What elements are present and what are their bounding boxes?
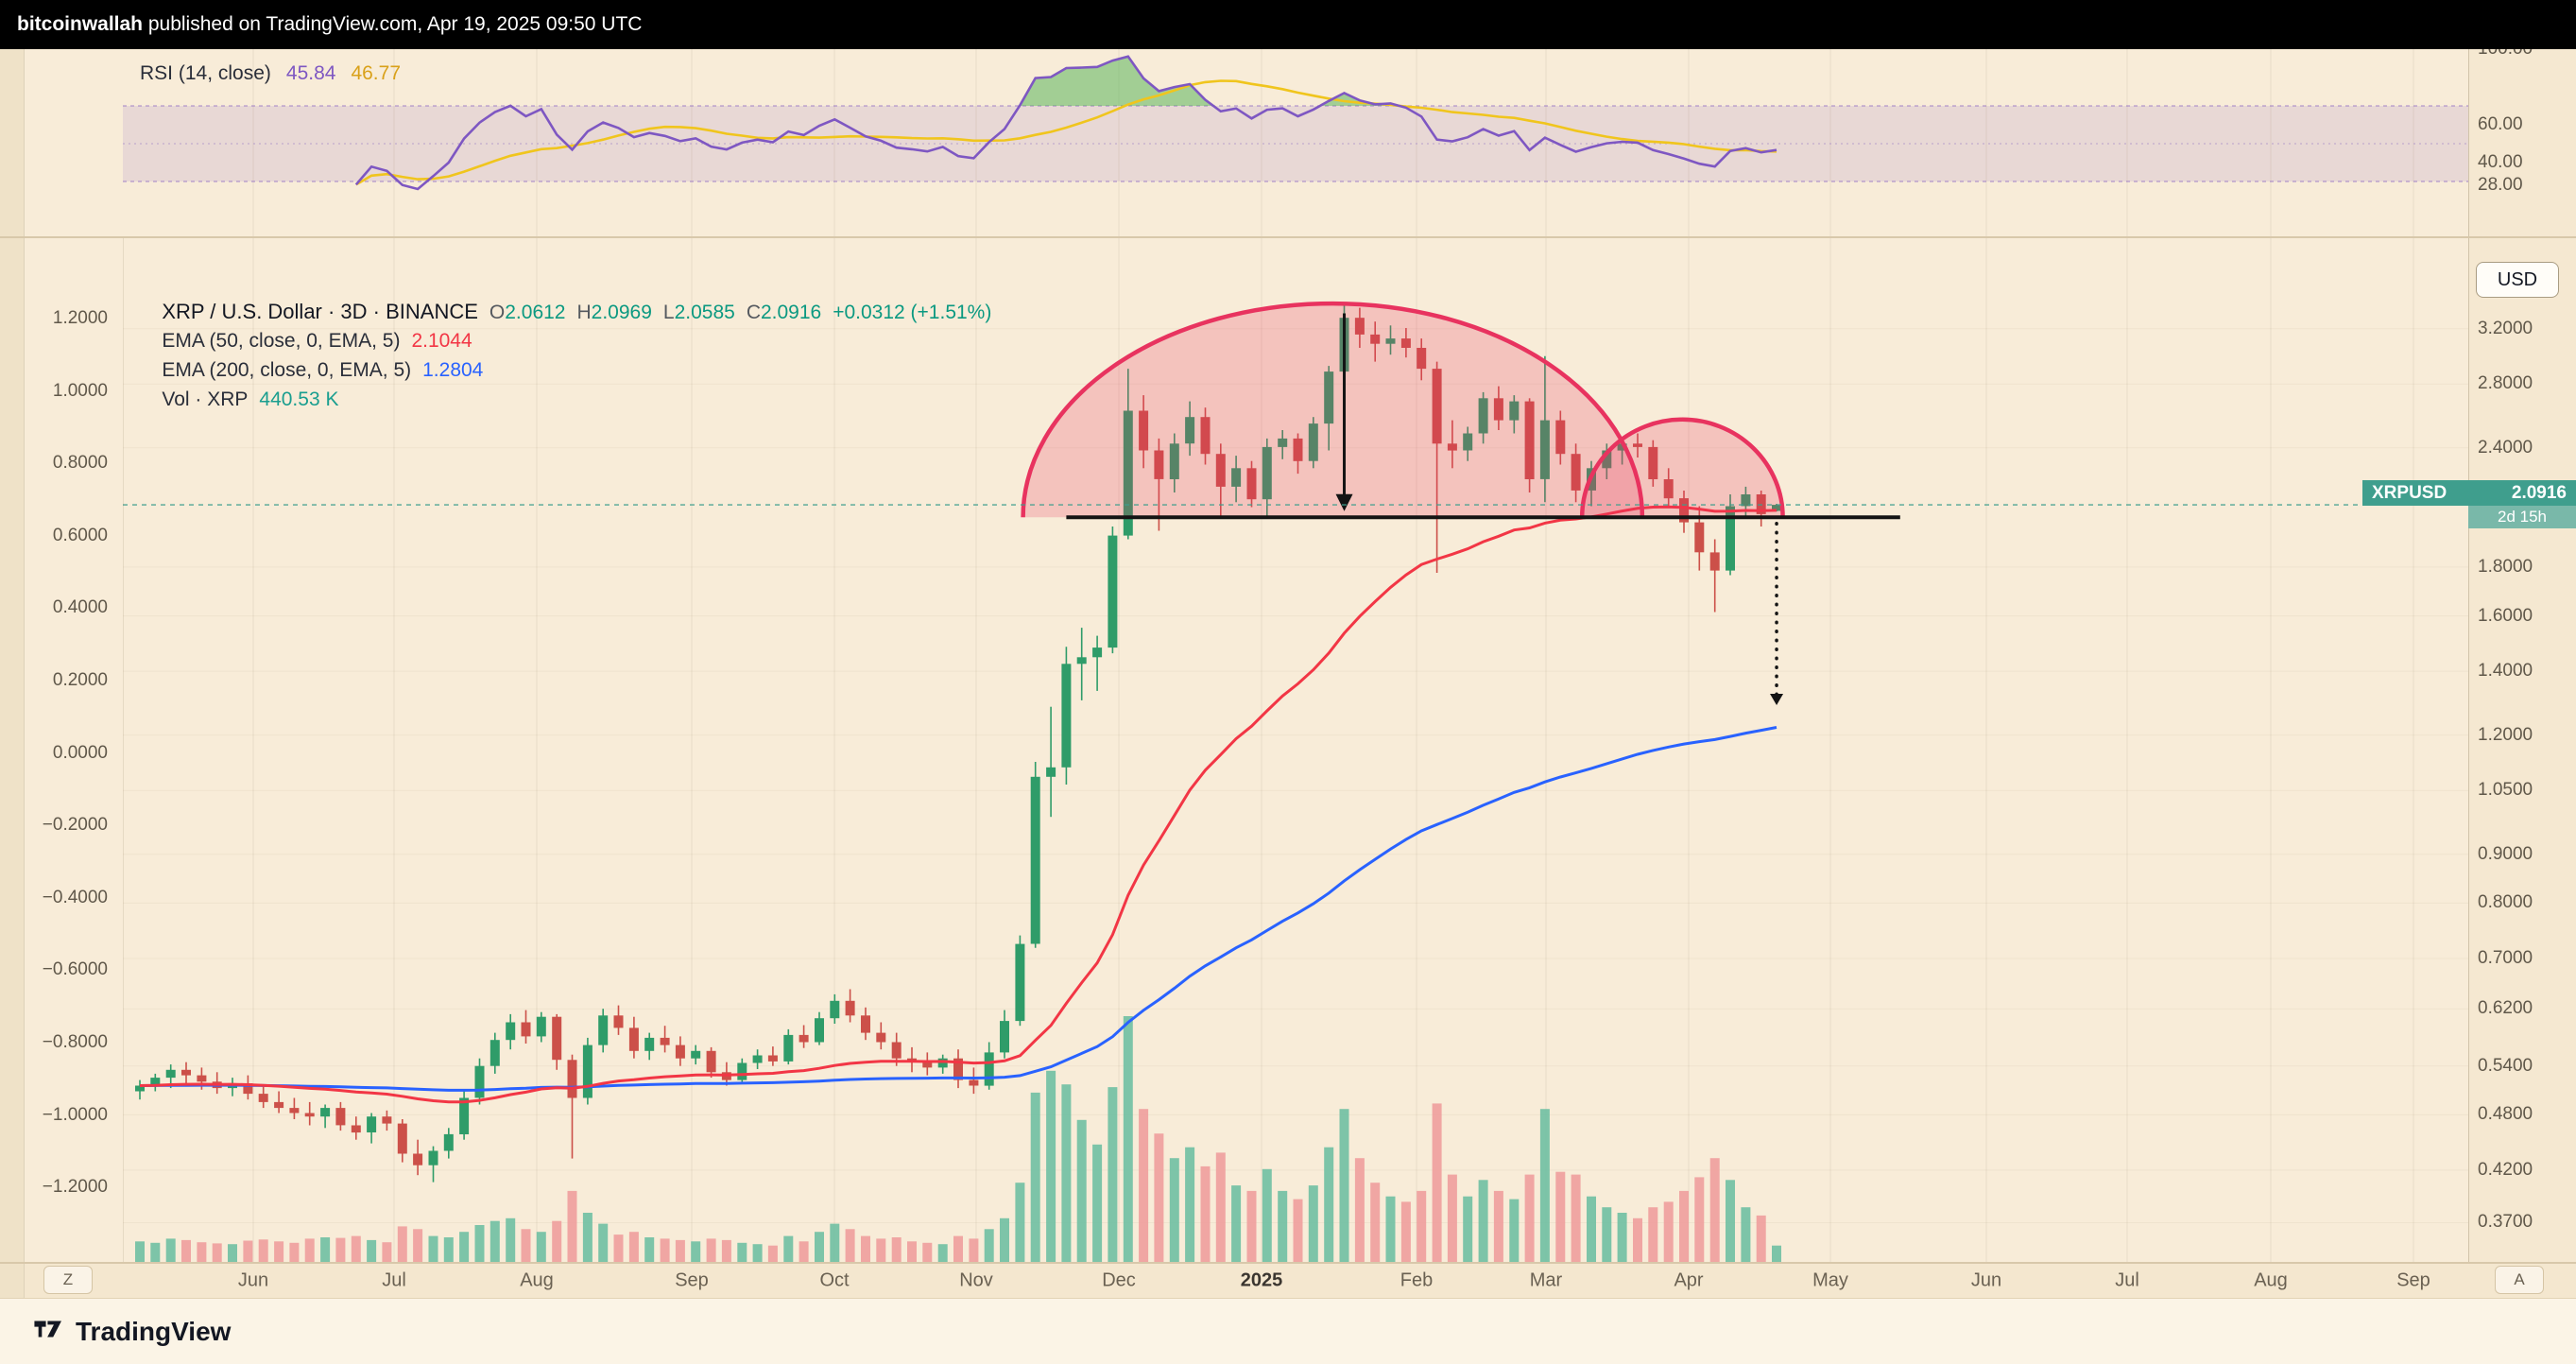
scale-label: 60.00 — [2478, 114, 2523, 134]
volume-label: Vol · XRP — [162, 388, 249, 410]
rsi-pane-canvas[interactable] — [123, 49, 2468, 238]
time-axis-label: Jul — [382, 1269, 406, 1291]
scale-label: 1.2000 — [52, 308, 108, 328]
time-axis-label: Aug — [520, 1269, 554, 1291]
left-price-scale[interactable]: 1.2000 1.0000 0.8000 0.6000 0.4000 0.2000 0.00… — [25, 238, 115, 1262]
scale-label: −0.4000 — [42, 887, 108, 907]
time-axis-divider — [0, 1262, 2576, 1264]
auto-scale-button[interactable]: A — [2495, 1266, 2544, 1294]
time-axis-label: Mar — [1529, 1269, 1563, 1291]
publisher-name: bitcoinwallah — [17, 13, 144, 35]
publish-info: published on TradingView.com, Apr 19, 20… — [143, 13, 643, 35]
scale-label: 1.8000 — [2478, 556, 2533, 577]
currency-toggle-usd[interactable]: USD — [2476, 262, 2559, 298]
left-axis-area — [25, 49, 123, 1262]
ohlc-close-value: 2.0916 — [760, 302, 822, 323]
time-axis-label: Sep — [675, 1269, 709, 1291]
time-axis-label: Apr — [1674, 1269, 1704, 1291]
scale-label: 0.4800 — [2478, 1104, 2533, 1125]
rsi-value: 45.84 — [285, 62, 336, 84]
scale-label: 1.6000 — [2478, 605, 2533, 626]
ohlc-high-key: H — [576, 302, 592, 323]
main-legend: XRP / U.S. Dollar · 3D · BINANCE O2.0612 H… — [140, 268, 991, 410]
rsi-label: RSI (14, close) — [140, 62, 271, 84]
scale-label: 0.6200 — [2478, 998, 2533, 1019]
left-rail — [0, 49, 25, 1298]
ema50-value: 2.1044 — [411, 330, 472, 352]
ema50-label: EMA (50, close, 0, EMA, 5) — [162, 330, 401, 352]
time-axis-label: Jun — [1970, 1269, 2002, 1291]
badge-symbol: XRPUSD — [2372, 483, 2447, 503]
time-axis-label: Sep — [2396, 1269, 2430, 1291]
volume-value: 440.53 K — [259, 388, 339, 410]
timezone-button[interactable]: Z — [43, 1266, 93, 1294]
change-value: +0.0312 (+1.51%) — [833, 302, 992, 323]
symbol-title: XRP / U.S. Dollar · 3D · BINANCE — [162, 300, 478, 323]
time-axis-label: Oct — [819, 1269, 850, 1291]
symbol-title-row[interactable]: XRP / U.S. Dollar · 3D · BINANCE O2.0612 H… — [140, 268, 991, 323]
time-axis-label: Dec — [1102, 1269, 1136, 1291]
time-axis-label: Nov — [959, 1269, 993, 1291]
scale-label: 40.00 — [2478, 152, 2523, 172]
tradingview-brand[interactable]: TradingView — [76, 1316, 232, 1346]
main-chart-canvas[interactable] — [123, 238, 2468, 1262]
plot-left-border — [123, 238, 124, 1262]
ohlc-close-key: C — [746, 302, 761, 323]
badge-price: 2.0916 — [2511, 483, 2567, 503]
rsi-legend[interactable]: RSI (14, close) 45.84 46.77 — [140, 62, 401, 85]
rsi-smoothing-value: 46.77 — [351, 62, 402, 84]
time-axis-label: Jul — [2115, 1269, 2139, 1291]
ema200-value: 1.2804 — [422, 359, 484, 381]
scale-label: 0.8000 — [2478, 892, 2533, 913]
scale-label: 28.00 — [2478, 175, 2523, 195]
ema200-row[interactable]: EMA (200, close, 0, EMA, 5) 1.2804 — [140, 326, 991, 381]
scale-label: 0.3700 — [2478, 1212, 2533, 1233]
time-axis-label: Jun — [237, 1269, 269, 1291]
scale-label: 0.8000 — [52, 453, 108, 474]
footer: TradingView — [0, 1298, 2576, 1364]
scale-label: 0.5400 — [2478, 1055, 2533, 1076]
scale-label: 1.2000 — [2478, 724, 2533, 745]
scale-label: 3.2000 — [2478, 318, 2533, 338]
scale-label: 0.6000 — [52, 525, 108, 545]
ohlc-open-value: 2.0612 — [505, 302, 566, 323]
scale-label: −0.6000 — [42, 959, 108, 980]
scale-label: −0.8000 — [42, 1032, 108, 1052]
time-axis-label: Aug — [2254, 1269, 2288, 1291]
publish-bar: bitcoinwallah published on TradingView.c… — [0, 0, 2576, 49]
ema200-label: EMA (200, close, 0, EMA, 5) — [162, 359, 412, 381]
price-right-scale[interactable]: 3.2000 2.8000 2.4000 1.8000 1.6000 1.4000 1.20… — [2474, 238, 2574, 1262]
ema50-row[interactable]: EMA (50, close, 0, EMA, 5) 2.1044 — [140, 297, 991, 352]
scale-label: 2.4000 — [2478, 437, 2533, 458]
scale-label: 0.2000 — [52, 670, 108, 690]
badge-countdown: 2d 15h — [2468, 506, 2576, 528]
scale-label: −0.2000 — [42, 815, 108, 836]
time-axis-label: Feb — [1400, 1269, 1434, 1291]
scale-label: 2.8000 — [2478, 373, 2533, 394]
scale-label: 1.0500 — [2478, 780, 2533, 801]
scale-label: 0.9000 — [2478, 843, 2533, 864]
last-price-badge[interactable]: XRPUSD 2.0916 2d 15h — [2362, 480, 2576, 528]
rsi-right-scale[interactable]: 100.00 60.00 40.00 28.00 — [2474, 49, 2574, 238]
scale-label: −1.2000 — [42, 1177, 108, 1198]
scale-label: 1.0000 — [52, 380, 108, 401]
ohlc-low-value: 2.0585 — [674, 302, 735, 323]
right-axis-area[interactable] — [2468, 49, 2576, 1262]
ohlc-low-key: L — [662, 302, 675, 323]
time-axis-label: May — [1812, 1269, 1848, 1291]
scale-label: 0.4200 — [2478, 1159, 2533, 1180]
scale-label: 1.4000 — [2478, 661, 2533, 682]
time-axis-label: 2025 — [1240, 1269, 1283, 1291]
ohlc-open-key: O — [489, 302, 506, 323]
scale-label: 100.00 — [2478, 49, 2533, 60]
time-axis[interactable]: Jun Jul Aug Sep Oct Nov Dec 2025 Feb Mar Apr May Jun… — [0, 1264, 2576, 1298]
ohlc-high-value: 2.0969 — [591, 302, 652, 323]
volume-row[interactable]: Vol · XRP 440.53 K — [140, 355, 991, 410]
scale-label: 0.0000 — [52, 742, 108, 763]
scale-label: 0.4000 — [52, 597, 108, 618]
scale-label: −1.0000 — [42, 1104, 108, 1125]
tradingview-logo[interactable] — [32, 1313, 64, 1350]
scale-label: 0.7000 — [2478, 947, 2533, 968]
pane-divider[interactable] — [0, 236, 2576, 238]
